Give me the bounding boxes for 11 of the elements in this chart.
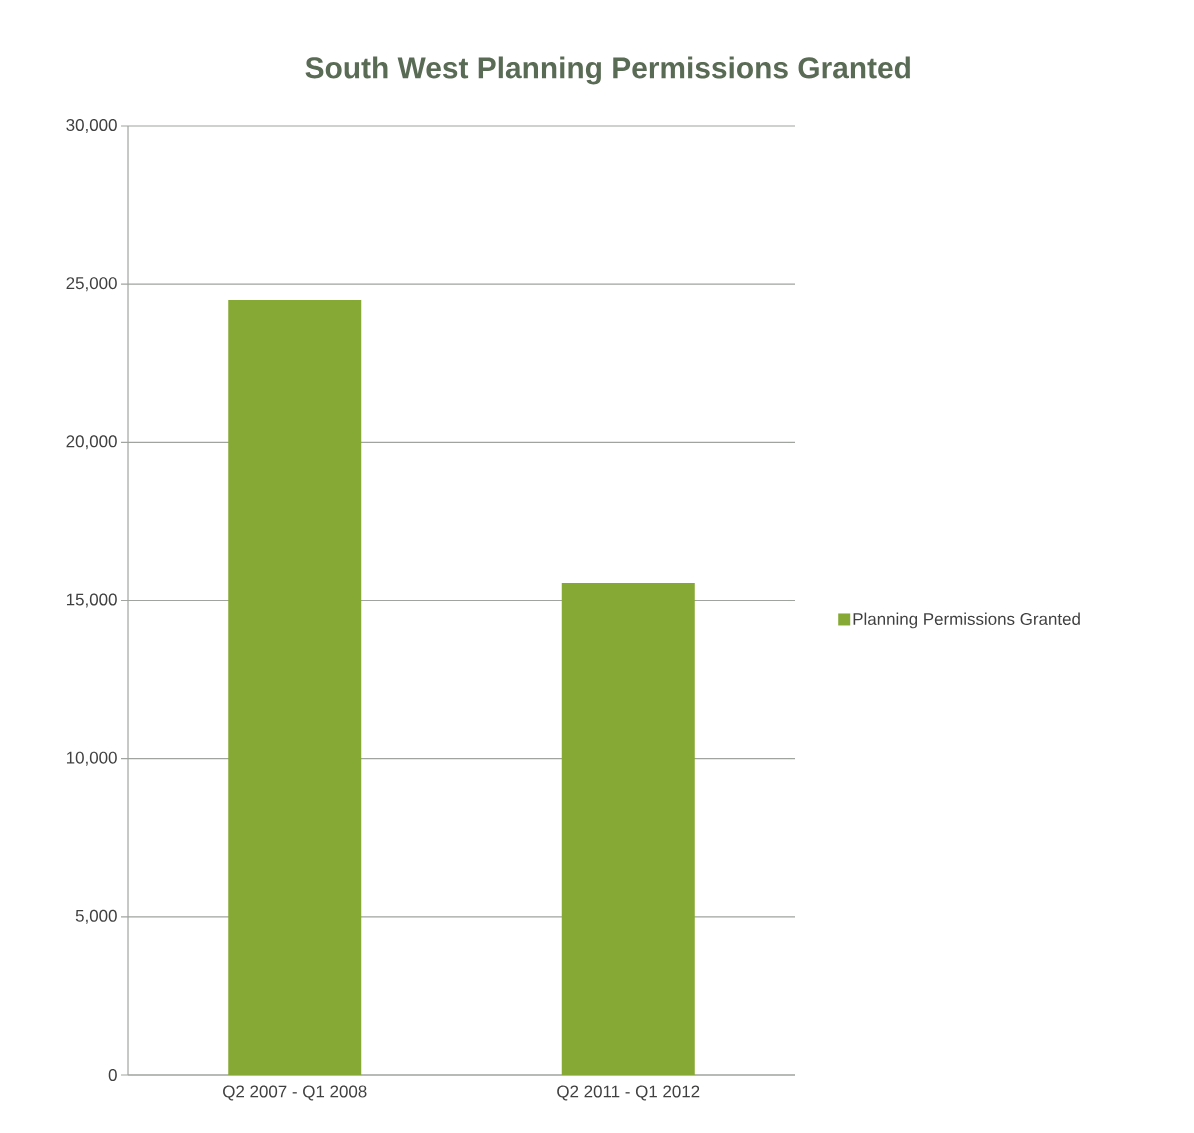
y-tick-label: 10,000 <box>66 751 117 766</box>
x-tick-label: Q2 2011 - Q1 2012 <box>557 1085 700 1101</box>
legend-label: Planning Permissions Granted <box>853 612 1080 629</box>
y-tick-label: 0 <box>108 1068 117 1081</box>
chart-title: South West Planning Permissions Granted <box>305 56 910 85</box>
y-tick-label: 30,000 <box>66 118 117 133</box>
x-tick-label: Q2 2007 - Q1 2008 <box>223 1085 367 1101</box>
y-tick-label: 5,000 <box>75 909 117 924</box>
y-tick-label: 25,000 <box>66 277 117 292</box>
y-tick-label: 20,000 <box>66 435 117 450</box>
y-tick-label: 15,000 <box>66 593 117 608</box>
